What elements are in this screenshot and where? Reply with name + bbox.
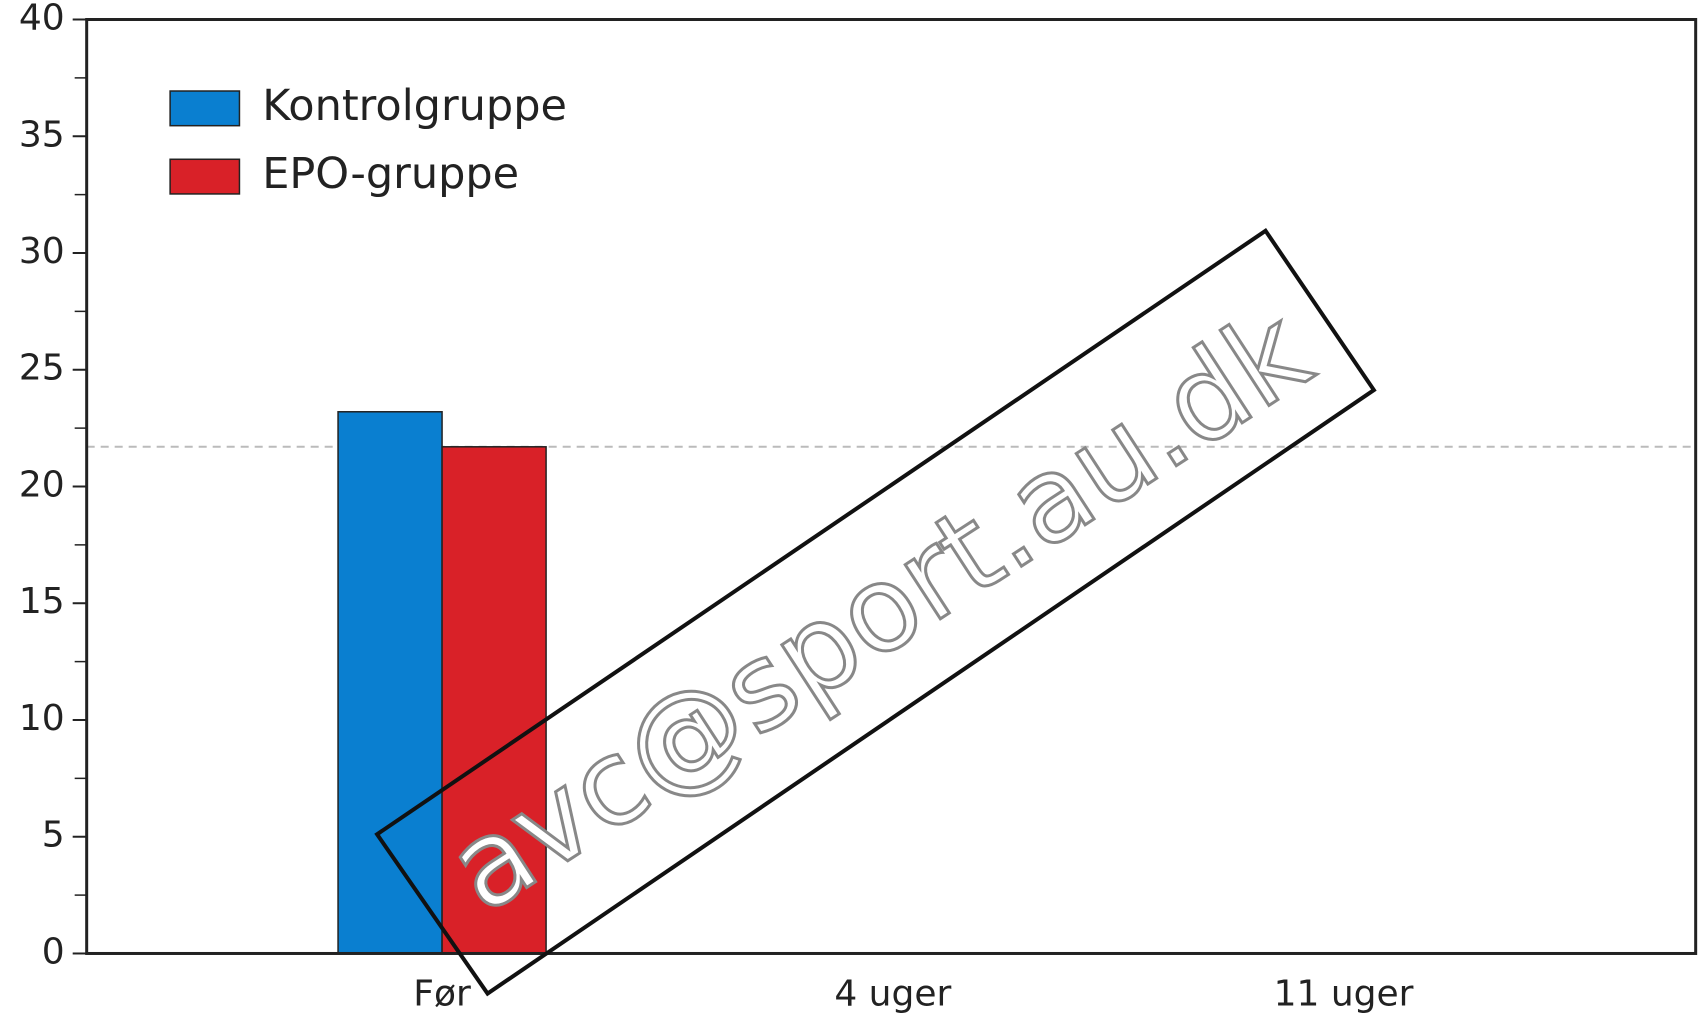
plot-frame — [85, 18, 1698, 955]
y-tick-label: 0 — [42, 931, 65, 972]
legend-swatch — [169, 90, 241, 127]
x-tick-label: Før — [413, 973, 471, 1014]
legend-label: EPO-gruppe — [262, 149, 519, 199]
x-tick-label: 11 uger — [1274, 973, 1414, 1014]
y-tick-label: 35 — [19, 114, 65, 155]
y-tick-label: 15 — [19, 581, 65, 622]
bar — [337, 411, 443, 955]
legend-label: Kontrolgruppe — [262, 81, 567, 131]
x-tick-label: 4 uger — [834, 973, 951, 1014]
y-tick-label: 30 — [19, 231, 65, 272]
watermark-text: avc@sport.au.dk — [424, 282, 1333, 939]
y-tick-label: 10 — [19, 698, 65, 739]
y-tick-label: 5 — [42, 815, 65, 856]
y-tick-label: 20 — [19, 464, 65, 505]
y-tick-label: 40 — [19, 0, 65, 39]
watermark-box — [374, 228, 1377, 997]
legend-swatch — [169, 158, 241, 195]
y-tick-label: 25 — [19, 348, 65, 389]
